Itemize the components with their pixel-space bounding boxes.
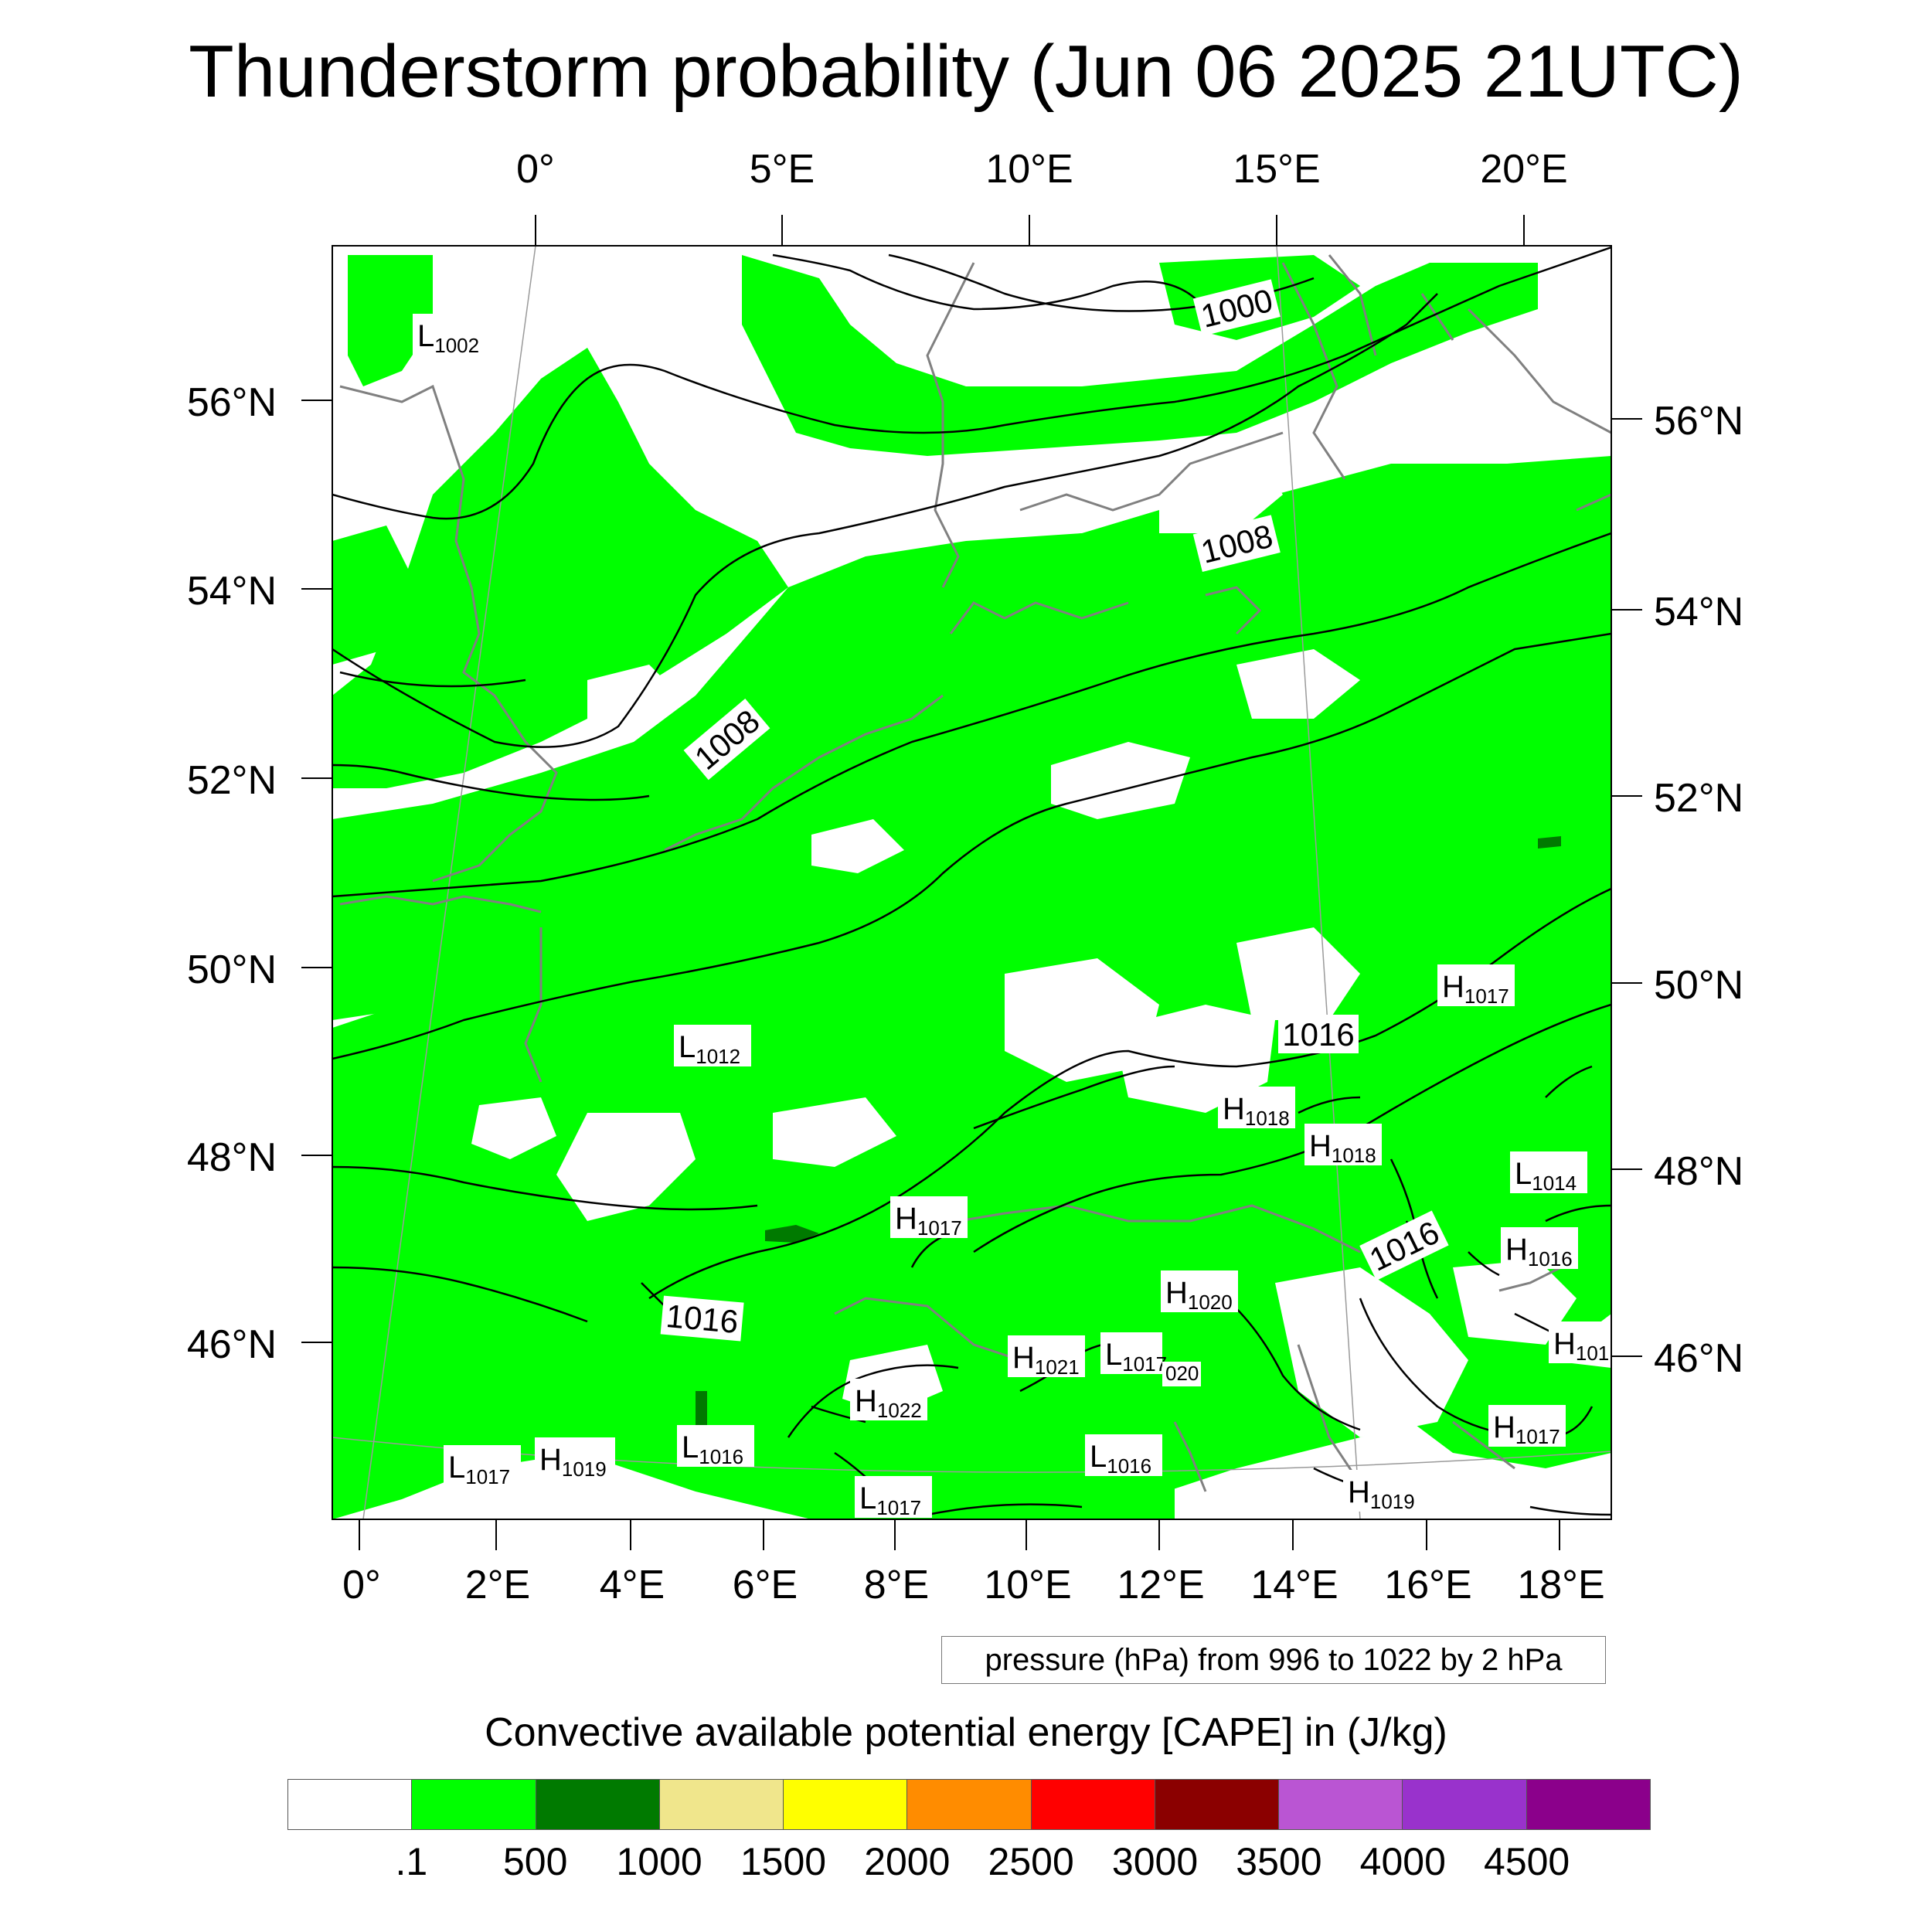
colorbar-swatch: [784, 1780, 908, 1829]
svg-text:L1017: L1017: [448, 1451, 510, 1488]
colorbar-title: Convective available potential energy [C…: [485, 1710, 1447, 1755]
isobars: [332, 246, 1611, 1516]
lon-label: 16°E: [1384, 1563, 1471, 1607]
colorbar-swatch: [1526, 1780, 1650, 1829]
lon-label: 6°E: [733, 1563, 798, 1607]
colorbar-tick-label: 3500: [1236, 1840, 1322, 1883]
lat-label: 54°N: [1654, 590, 1743, 634]
lat-label: 52°N: [187, 758, 277, 803]
lon-label: 14°E: [1250, 1563, 1338, 1607]
svg-text:L1017: L1017: [859, 1481, 921, 1519]
axis-ticks: [301, 215, 1642, 1550]
pressure-contour-note: pressure (hPa) from 996 to 1022 by 2 hPa: [941, 1636, 1606, 1684]
lon-label: 8°E: [864, 1563, 929, 1607]
bottom-longitude-labels: 0° 2°E 4°E 6°E 8°E 10°E 12°E 14°E 16°E 1…: [342, 1563, 1605, 1607]
svg-text:H1016: H1016: [1505, 1233, 1573, 1270]
isobar-label: 1016: [1282, 1016, 1354, 1053]
colorbar-swatch: [1031, 1780, 1155, 1829]
colorbar-swatch: [1403, 1780, 1527, 1829]
lon-label: 20°E: [1480, 147, 1567, 192]
svg-text:L1014: L1014: [1515, 1157, 1577, 1195]
isobar-label: 1016: [665, 1298, 740, 1340]
svg-text:L1016: L1016: [682, 1430, 743, 1468]
svg-text:H101: H101: [1553, 1327, 1609, 1365]
colorbar-swatch: [412, 1780, 536, 1829]
lon-label: 18°E: [1517, 1563, 1604, 1607]
colorbar-swatch: [536, 1780, 660, 1829]
lat-label: 48°N: [1654, 1149, 1743, 1194]
lat-label: 50°N: [187, 947, 277, 992]
svg-text:H1020: H1020: [1165, 1276, 1233, 1314]
colorbar-tick-label: .1: [395, 1840, 428, 1883]
lon-label: 0°: [516, 147, 555, 192]
lon-label: 2°E: [465, 1563, 530, 1607]
lon-label: 5°E: [750, 147, 815, 192]
lat-label: 56°N: [1654, 399, 1743, 444]
colorbar-swatch: [659, 1780, 784, 1829]
lat-label: 48°N: [187, 1135, 277, 1180]
colorbar-tick-label: 3000: [1111, 1840, 1199, 1883]
lon-label: 12°E: [1117, 1563, 1204, 1607]
svg-text:H1018: H1018: [1223, 1092, 1290, 1130]
lon-label: 0°: [342, 1563, 381, 1607]
svg-text:H1019: H1019: [1348, 1475, 1415, 1513]
svg-text:H1018: H1018: [1309, 1129, 1376, 1167]
right-latitude-labels: 56°N 54°N 52°N 50°N 48°N 46°N: [1654, 399, 1743, 1381]
svg-text:H1019: H1019: [539, 1443, 607, 1481]
colorbar-tick-label: 2500: [988, 1840, 1074, 1883]
colorbar-swatch: [1155, 1780, 1280, 1829]
svg-text:L1002: L1002: [417, 319, 479, 357]
svg-text:020: 020: [1165, 1362, 1199, 1385]
lat-label: 50°N: [1654, 963, 1743, 1008]
colorbar-swatch: [1279, 1780, 1403, 1829]
lat-label: 56°N: [187, 380, 277, 425]
svg-text:L1012: L1012: [679, 1030, 740, 1068]
colorbar-tick-label: 4500: [1484, 1840, 1570, 1883]
svg-text:H1017: H1017: [895, 1202, 962, 1240]
svg-text:H1017: H1017: [1493, 1410, 1560, 1448]
map-title: Thunderstorm probability (Jun 06 2025 21…: [189, 30, 1743, 113]
colorbar-tick-label: 1000: [616, 1840, 702, 1883]
colorbar-tick-label: 1500: [740, 1840, 827, 1883]
lon-label: 10°E: [985, 147, 1073, 192]
lon-label: 15°E: [1233, 147, 1320, 192]
colorbar-swatch: [907, 1780, 1032, 1829]
svg-text:L1017: L1017: [1105, 1338, 1167, 1376]
colorbar: [287, 1779, 1651, 1830]
svg-text:H1017: H1017: [1442, 970, 1509, 1008]
lat-label: 46°N: [1654, 1336, 1743, 1381]
colorbar-tick-label: 2000: [864, 1840, 951, 1883]
cape-high-patches: [696, 836, 1561, 1430]
svg-text:L1016: L1016: [1090, 1440, 1151, 1478]
lat-label: 46°N: [187, 1322, 277, 1367]
lat-label: 52°N: [1654, 776, 1743, 821]
coastlines: [339, 254, 1611, 1492]
colorbar-tick-label: 4000: [1359, 1840, 1446, 1883]
colorbar-swatch: [288, 1780, 413, 1829]
colorbar-labels: .1 500 1000 1500 2000 2500 3000 3500 4000 4500: [0, 1839, 1932, 1893]
colorbar-tick-label: 500: [503, 1840, 568, 1883]
no-cape-areas: [471, 448, 1577, 1437]
plot-frame: [332, 245, 1612, 1520]
svg-text:H1021: H1021: [1012, 1341, 1080, 1379]
left-latitude-labels: 56°N 54°N 52°N 50°N 48°N 46°N: [187, 380, 277, 1367]
lon-label: 4°E: [600, 1563, 665, 1607]
plot-area: [332, 246, 1611, 1519]
top-longitude-labels: 0° 5°E 10°E 15°E 20°E: [516, 147, 1568, 192]
lat-label: 54°N: [187, 569, 277, 614]
lon-label: 10°E: [984, 1563, 1071, 1607]
pressure-centers: L1002 L1012 H1017 H1018 H1018 H1017 L101…: [413, 314, 1609, 1519]
svg-text:H1022: H1022: [855, 1384, 922, 1422]
